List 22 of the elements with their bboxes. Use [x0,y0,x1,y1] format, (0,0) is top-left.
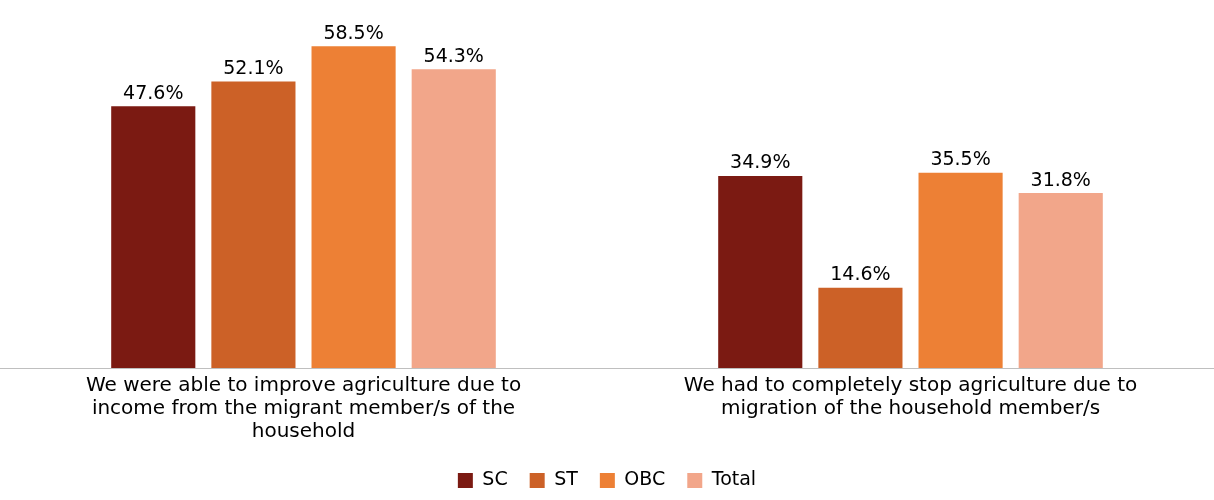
bar [411,69,496,368]
bar [311,46,396,368]
x-tick-label: We had to completely stop agriculture due to migration of the household member/s [683,371,1138,419]
legend-label: Total [710,467,757,490]
legend-label: ST [554,467,579,490]
bar [918,172,1003,368]
data-label: 34.9% [730,150,791,173]
bar [818,287,903,368]
data-label: 31.8% [1030,167,1091,190]
legend-label: OBC [624,467,666,490]
legend-label: SC [482,467,508,490]
data-label: 35.5% [930,147,991,170]
data-label: 58.5% [323,20,384,43]
x-tick-label: We were able to improve agriculture due to income from the migrant member/s of the household [85,371,522,442]
data-label: 14.6% [830,262,891,285]
data-label: 47.6% [123,80,184,103]
data-label: 52.1% [223,55,284,78]
data-label: 54.3% [423,43,484,66]
bar [718,176,803,368]
bar [111,106,196,368]
bar [1018,193,1103,368]
bar [211,81,296,368]
